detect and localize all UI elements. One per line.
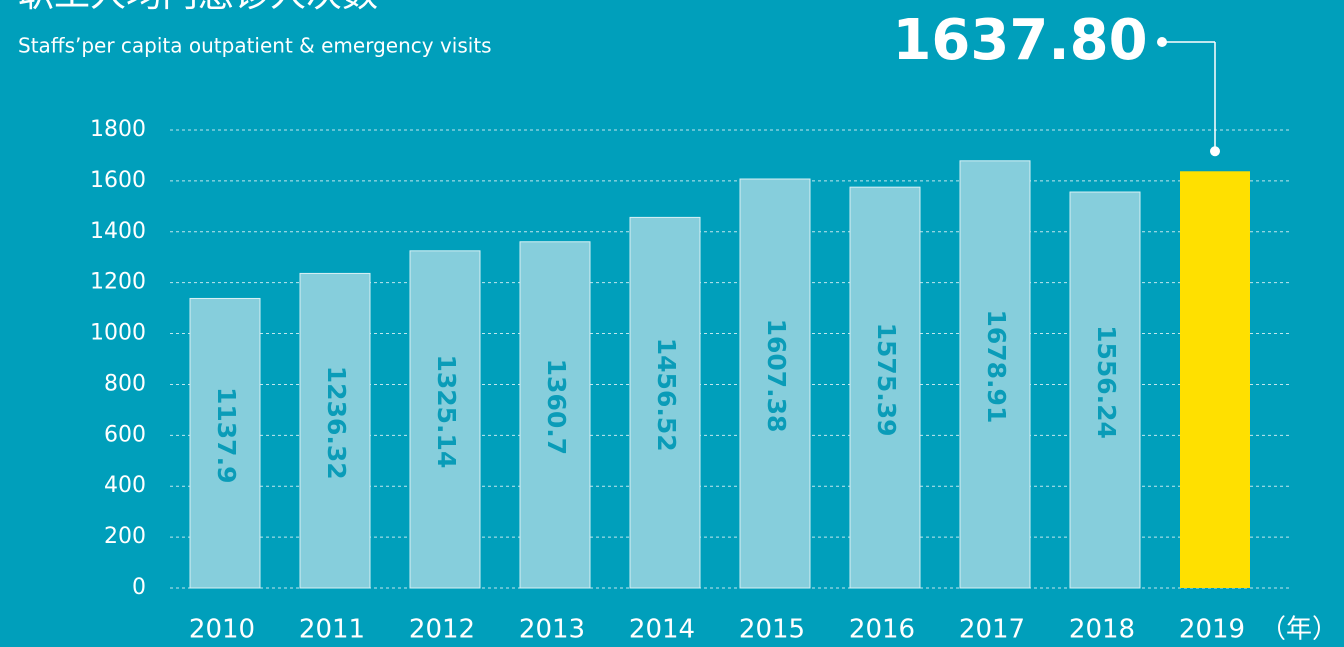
chart-subtitle: Staffs’per capita outpatient & emergency… xyxy=(18,34,492,58)
value-label: 1360.7 xyxy=(542,359,571,455)
y-tick-label: 800 xyxy=(104,371,146,396)
x-tick-label: 2019 xyxy=(1179,615,1245,645)
y-tick-label: 600 xyxy=(104,422,146,447)
bar xyxy=(409,250,481,589)
bar xyxy=(629,216,701,589)
bar xyxy=(1180,171,1250,589)
bar xyxy=(519,241,591,589)
bar xyxy=(1069,191,1141,589)
y-tick-label: 1000 xyxy=(90,321,146,346)
x-tick-label: 2017 xyxy=(959,615,1025,645)
x-tick-label: 2012 xyxy=(409,615,475,645)
x-tick-label: 2014 xyxy=(629,615,695,645)
value-label: 1325.14 xyxy=(432,354,461,468)
y-tick-label: 200 xyxy=(104,524,146,549)
value-label: 1556.24 xyxy=(1092,325,1121,439)
x-tick-label: 2016 xyxy=(849,615,915,645)
bar xyxy=(849,186,921,589)
value-label: 1236.32 xyxy=(322,366,351,480)
bar xyxy=(299,272,371,589)
bar xyxy=(739,178,811,589)
y-tick-label: 1600 xyxy=(90,168,146,193)
bar xyxy=(959,160,1031,589)
value-label: 1678.91 xyxy=(982,309,1011,423)
callout-dot xyxy=(1157,37,1167,47)
x-tick-label: 2015 xyxy=(739,615,805,645)
value-label: 1456.52 xyxy=(652,338,681,452)
x-tick-label: 2018 xyxy=(1069,615,1135,645)
y-tick-label: 1200 xyxy=(90,270,146,295)
x-tick-label: 2011 xyxy=(299,615,365,645)
y-tick-label: 1800 xyxy=(90,117,146,142)
bar xyxy=(189,297,261,589)
y-tick-label: 1400 xyxy=(90,219,146,244)
value-label: 1137.9 xyxy=(212,387,241,483)
chart-title: 职工人均门急诊人次数 xyxy=(18,0,378,15)
y-tick-label: 0 xyxy=(132,575,146,600)
x-tick-label: 2010 xyxy=(189,615,255,645)
callout-dot xyxy=(1210,146,1220,157)
value-label: 1607.38 xyxy=(762,319,791,433)
x-tick-label: 2013 xyxy=(519,615,585,645)
y-tick-label: 400 xyxy=(104,473,146,498)
value-label: 1575.39 xyxy=(872,323,901,437)
x-unit: （年） xyxy=(1260,615,1338,645)
highlight-label: 1637.80 xyxy=(892,8,1147,73)
